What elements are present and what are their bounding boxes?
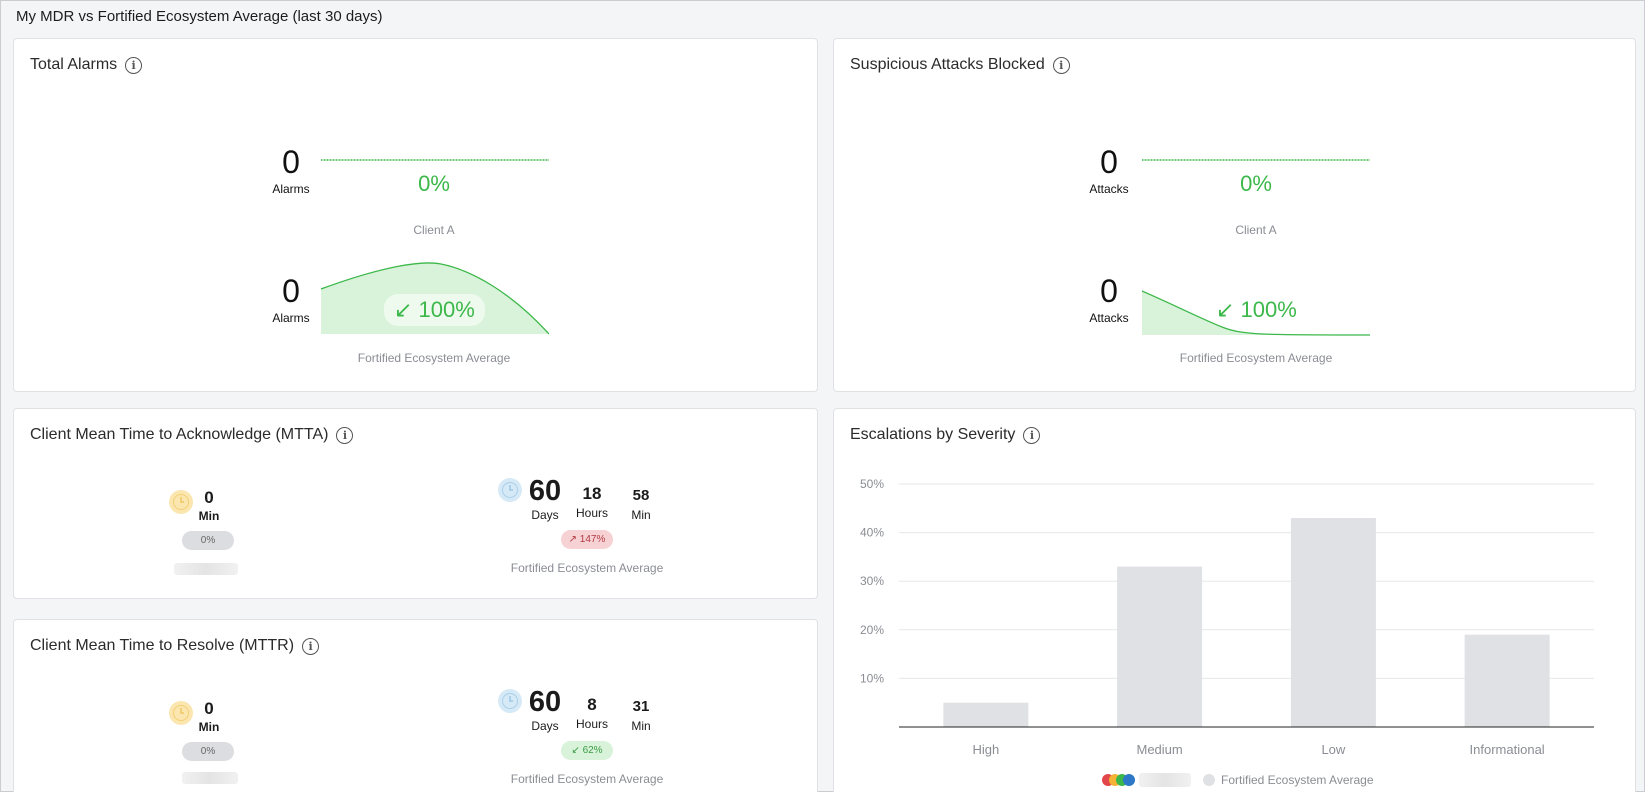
mttr-client-min-label: Min [198,720,220,734]
client-attacks-sparkline [1142,159,1370,161]
mttr-client-badge: 0% [182,742,234,761]
total-alarms-card: Total Alarms i 0 Alarms 0% Client A 0 Al… [13,38,818,392]
mttr-eco-min-value: 31 [632,698,650,715]
eco-alarms-value: 0 [282,273,300,309]
y-tick-label: 30% [860,574,884,588]
escalations-card: Escalations by Severity i 10% 20% 30% 40% 50… [833,408,1636,792]
mtta-eco-min-value: 58 [632,487,650,504]
y-tick-label: 10% [860,671,884,685]
x-tick-label: Informational [1470,742,1545,757]
mttr-eco-hours-label: Hours [575,717,608,731]
eco-attacks-unit: Attacks [1089,311,1129,325]
mttr-eco-min: 31 Min [626,696,656,733]
clock-icon [169,701,193,725]
mttr-eco-days-label: Days [531,719,559,733]
client-alarms-value: 0 [282,144,300,180]
mttr-client-label-placeholder [182,772,238,784]
mtta-client-min-value: 0 [204,488,214,507]
eco-attacks-sparkline [1142,290,1370,336]
eco-alarms-pct: ↙ 100% [384,294,485,326]
card-title: Suspicious Attacks Blocked i [850,56,1070,74]
mttr-client-min-value: 0 [204,699,214,718]
client-attacks-unit: Attacks [1089,182,1129,196]
clock-icon [169,490,193,514]
mttr-eco-days-value: 60 [528,686,562,718]
info-icon[interactable]: i [125,56,143,74]
mtta-eco-hours-label: Hours [575,506,608,520]
page-title: My MDR vs Fortified Ecosystem Average (l… [16,8,383,25]
escalations-bar-chart: 10% 20% 30% 40% 50% High Medium Low Informationa… [860,477,1594,757]
bar-low[interactable] [1290,518,1376,727]
mtta-title: Client Mean Time to Acknowledge (MTTA) [30,426,329,443]
legend-eco-label: Fortified Ecosystem Average [1221,773,1374,787]
mtta-eco-min-label: Min [631,508,651,522]
attacks-blocked-title: Suspicious Attacks Blocked [850,56,1045,73]
client-attacks-pct: 0% [1240,171,1272,196]
mtta-eco-min: 58 Min [626,485,656,522]
clock-icon [498,689,522,713]
mtta-client-min: 0 Min [194,487,224,523]
attacks-blocked-card: Suspicious Attacks Blocked i 0 Attacks 0… [833,38,1636,392]
x-tick-label: Low [1321,742,1345,757]
client-alarms-caption: Client A [413,223,455,237]
mttr-card: Client Mean Time to Resolve (MTTR) i 0 M… [13,619,818,792]
eco-attacks-metric: 0 Attacks [1079,273,1139,325]
mtta-client-min-label: Min [198,509,220,523]
y-tick-label: 50% [860,477,884,491]
client-attacks-metric: 0 Attacks [1079,144,1139,196]
mtta-eco-days-value: 60 [528,475,562,507]
eco-alarms-unit: Alarms [272,311,310,325]
mtta-eco-hours-value: 18 [582,484,602,503]
legend-eco-dot [1203,774,1215,786]
client-alarms-sparkline [321,159,549,161]
card-title: Escalations by Severity i [850,426,1041,444]
bar-informational[interactable] [1464,634,1550,727]
mtta-eco-badge: ↗ 147% [561,530,613,549]
mtta-eco-days: 60 Days [526,476,564,522]
info-icon[interactable]: i [336,426,354,444]
total-alarms-title: Total Alarms [30,56,118,73]
info-icon[interactable]: i [1052,56,1070,74]
client-alarms-pct: 0% [418,171,450,196]
client-attacks-value: 0 [1100,144,1118,180]
x-tick-label: High [973,742,1000,757]
mttr-client-min: 0 Min [194,698,224,734]
client-alarms-metric: 0 Alarms [261,144,321,196]
card-title: Client Mean Time to Resolve (MTTR) i [30,637,320,655]
info-icon[interactable]: i [1023,426,1041,444]
legend-client-dots [1102,773,1191,787]
mtta-client-badge: 0% [182,531,234,550]
mtta-eco-days-label: Days [531,508,559,522]
mttr-eco-hours: 8 Hours [573,694,611,731]
mttr-eco-hours-value: 8 [587,695,597,714]
info-icon[interactable]: i [302,637,320,655]
eco-attacks-value: 0 [1100,273,1118,309]
bar-medium[interactable] [1117,566,1203,727]
mttr-eco-min-label: Min [631,719,651,733]
mtta-eco-hours: 18 Hours [573,483,611,520]
mttr-eco-caption: Fortified Ecosystem Average [510,772,664,786]
clock-icon [498,478,522,502]
mtta-eco-caption: Fortified Ecosystem Average [510,561,664,575]
y-tick-label: 20% [860,623,884,637]
y-tick-label: 40% [860,526,884,540]
card-title: Client Mean Time to Acknowledge (MTTA) i [30,426,354,444]
mtta-client-label-placeholder [174,563,238,575]
card-title: Total Alarms i [30,56,143,74]
escalations-title: Escalations by Severity [850,426,1016,443]
eco-alarms-metric: 0 Alarms [261,273,321,325]
mtta-card: Client Mean Time to Acknowledge (MTTA) i… [13,408,818,599]
x-tick-label: Medium [1137,742,1183,757]
eco-attacks-pct: ↙ 100% [1216,297,1297,322]
client-attacks-caption: Client A [1235,223,1277,237]
chart-legend: Fortified Ecosystem Average [1102,773,1374,787]
mttr-eco-days: 60 Days [526,687,564,733]
bar-high[interactable] [943,702,1029,727]
mttr-eco-badge: ↙ 62% [561,741,613,760]
eco-alarms-caption: Fortified Ecosystem Average [357,351,511,365]
mttr-title: Client Mean Time to Resolve (MTTR) [30,637,295,654]
eco-attacks-caption: Fortified Ecosystem Average [1179,351,1333,365]
client-alarms-unit: Alarms [272,182,310,196]
